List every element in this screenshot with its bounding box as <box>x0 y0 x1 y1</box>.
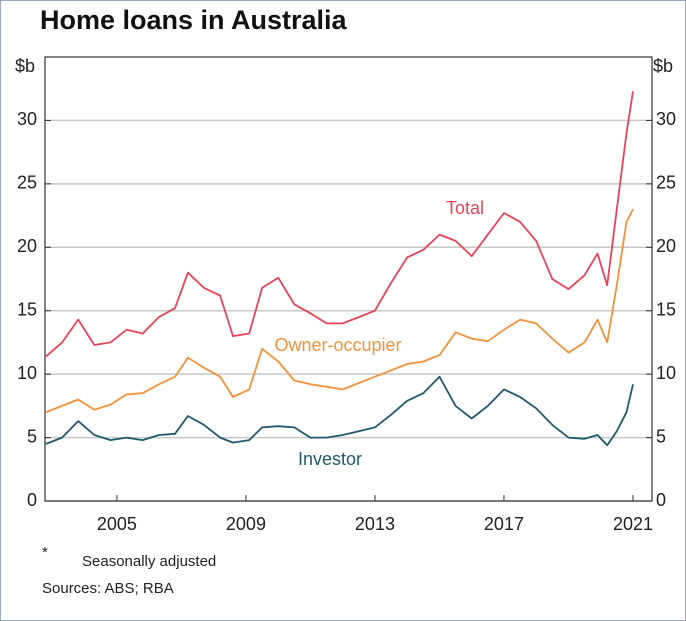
footnote-marker: * <box>42 544 48 561</box>
x-tick-label: 2005 <box>97 514 137 534</box>
y-axis-label: $b <box>15 56 35 76</box>
x-tick-label: 2021 <box>613 514 653 534</box>
x-tick-label: 2017 <box>484 514 524 534</box>
y2-tick-label: 0 <box>656 490 666 510</box>
plot-frame <box>44 56 653 502</box>
series-label: Total <box>446 198 484 218</box>
y2-tick-label: 15 <box>656 299 676 319</box>
footnote: Seasonally adjusted <box>82 553 216 570</box>
y2-tick-label: 20 <box>656 236 676 256</box>
series-line <box>45 375 634 447</box>
y-tick-label: 20 <box>17 236 37 256</box>
y-tick-label: 5 <box>27 426 37 446</box>
y-tick-label: 15 <box>17 299 37 319</box>
series-line <box>45 208 634 414</box>
x-tick-label: 2009 <box>226 514 266 534</box>
chart-title: Home loans in Australia <box>40 5 348 35</box>
y2-tick-label: 10 <box>656 363 676 383</box>
y2-tick-label: 25 <box>656 173 676 193</box>
y-tick-label: 30 <box>17 109 37 129</box>
source: Sources: ABS; RBA <box>42 580 174 597</box>
series-line <box>45 91 634 358</box>
y2-axis-label: $b <box>653 56 673 76</box>
y-tick-label: 10 <box>17 363 37 383</box>
y-tick-label: 25 <box>17 173 37 193</box>
y2-tick-label: 5 <box>656 426 666 446</box>
y-tick-label: 0 <box>27 490 37 510</box>
series-label: Investor <box>298 449 362 469</box>
y2-tick-label: 30 <box>656 109 676 129</box>
series-label: Owner-occupier <box>274 335 401 355</box>
x-tick-label: 2013 <box>355 514 395 534</box>
